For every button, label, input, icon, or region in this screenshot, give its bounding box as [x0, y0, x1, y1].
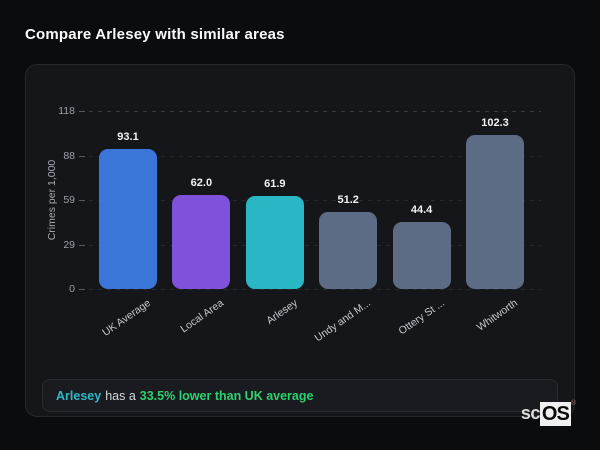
- y-axis-tick-mark: [79, 289, 85, 290]
- bar-whitworth[interactable]: [466, 134, 524, 289]
- registered-trademark-icon: ®: [570, 400, 576, 407]
- bar-local-area[interactable]: [172, 195, 231, 289]
- bar-uk-average[interactable]: [99, 148, 157, 289]
- bar-value-label: 102.3: [481, 116, 509, 129]
- y-axis-tick-mark: [79, 111, 85, 112]
- bar-value-label: 93.1: [117, 130, 139, 143]
- bar-value-label: 44.4: [410, 204, 433, 217]
- bar-ottery-st[interactable]: [392, 222, 451, 289]
- summary-mid-text: has a: [105, 388, 136, 403]
- y-axis-tick-mark: [79, 200, 85, 201]
- y-axis-tick-label: 59: [63, 193, 75, 206]
- bar-value-label: 62.0: [190, 177, 213, 190]
- bar-value-label: 61.9: [264, 177, 286, 190]
- y-axis-tick-label: 0: [69, 282, 75, 295]
- logo-os-mark: OS: [539, 402, 571, 426]
- y-axis-tick-label: 29: [63, 238, 75, 251]
- chart-card: Crimes per 1,000 118 88 59 29 0 93.1 UK Averag…: [25, 64, 575, 417]
- y-axis-tick-label: 118: [58, 104, 75, 117]
- bar-value-label: 51.2: [337, 193, 359, 206]
- summary-highlight-text: 33.5% lower than UK average: [139, 388, 314, 403]
- scos-logo: sc OS ®: [520, 400, 576, 426]
- logo-prefix: sc: [520, 403, 541, 423]
- summary-area-name: Arlesey: [56, 388, 102, 403]
- summary-note: Arlesey has a 33.5% lower than UK averag…: [42, 379, 558, 412]
- y-axis-tick-mark: [79, 245, 85, 247]
- bar-arlesey[interactable]: [245, 195, 304, 289]
- page-title: Compare Arlesey with similar areas: [25, 26, 285, 43]
- bar-chart-plot-area: Crimes per 1,000 118 88 59 29 0 93.1 UK Averag…: [46, 105, 541, 344]
- gridline: [89, 289, 541, 290]
- y-axis-tick-label: 88: [63, 149, 75, 162]
- bar-undy-and-m[interactable]: [319, 211, 378, 289]
- gridline: [89, 111, 541, 112]
- y-axis-tick-mark: [79, 156, 85, 158]
